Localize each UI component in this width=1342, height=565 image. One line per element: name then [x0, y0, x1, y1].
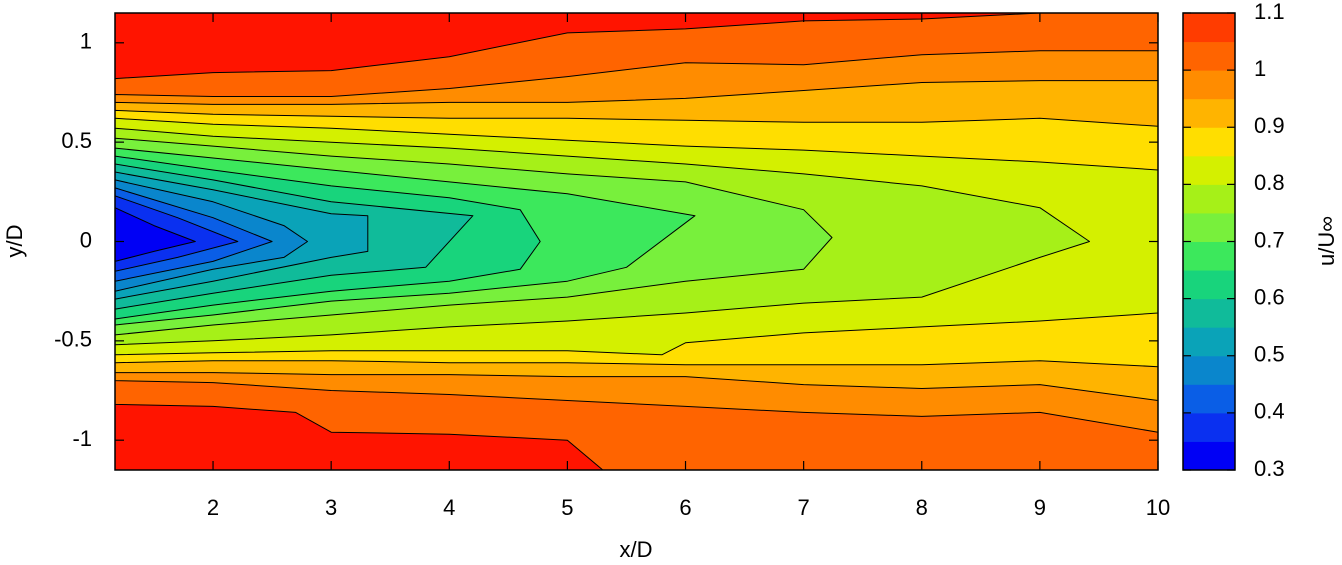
colorbar-tick-label: 0.6: [1254, 284, 1285, 309]
colorbar-tick-label: 1.1: [1254, 0, 1285, 24]
x-tick-label: 2: [207, 495, 219, 520]
colorbar: [1183, 13, 1235, 471]
colorbar-band: [1183, 412, 1235, 442]
y-tick-label: 1: [80, 29, 92, 54]
colorbar-tick-label: 0.9: [1254, 113, 1285, 138]
y-tick-label: 0: [80, 227, 92, 252]
colorbar-band: [1183, 384, 1235, 414]
x-tick-label: 7: [798, 495, 810, 520]
colorbar-label: u/U∞: [1314, 216, 1339, 266]
colorbar-band: [1183, 212, 1235, 242]
colorbar-band: [1183, 441, 1235, 471]
contour: [115, 207, 196, 262]
x-tick-label: 8: [916, 495, 928, 520]
y-tick-label: 0.5: [61, 128, 92, 153]
y-axis-label: y/D: [2, 225, 27, 258]
colorbar-tick-label: 1: [1254, 56, 1266, 81]
colorbar-band: [1183, 13, 1235, 43]
colorbar-tick-label: 0.8: [1254, 170, 1285, 195]
x-tick-label: 9: [1034, 495, 1046, 520]
colorbar-band: [1183, 270, 1235, 300]
colorbar-tick-label: 0.3: [1254, 456, 1285, 481]
plot-area: [115, 13, 1158, 470]
colorbar-tick-label: 0.5: [1254, 342, 1285, 367]
x-tick-label: 5: [561, 495, 573, 520]
colorbar-band: [1183, 355, 1235, 385]
colorbar-band: [1183, 127, 1235, 157]
x-tick-label: 10: [1146, 495, 1170, 520]
y-tick-label: -0.5: [54, 327, 92, 352]
colorbar-band: [1183, 41, 1235, 71]
colorbar-band: [1183, 98, 1235, 128]
x-tick-label: 4: [443, 495, 455, 520]
y-tick-label: -1: [72, 426, 92, 451]
x-tick-label: 3: [325, 495, 337, 520]
x-tick-label: 6: [679, 495, 691, 520]
colorbar-tick-label: 0.7: [1254, 227, 1285, 252]
colorbar-band: [1183, 70, 1235, 100]
colorbar-band: [1183, 155, 1235, 185]
colorbar-band: [1183, 184, 1235, 214]
colorbar-band: [1183, 298, 1235, 328]
colorbar-band: [1183, 327, 1235, 357]
x-axis-label: x/D: [620, 537, 653, 562]
colorbar-tick-label: 0.4: [1254, 399, 1285, 424]
colorbar-band: [1183, 241, 1235, 271]
